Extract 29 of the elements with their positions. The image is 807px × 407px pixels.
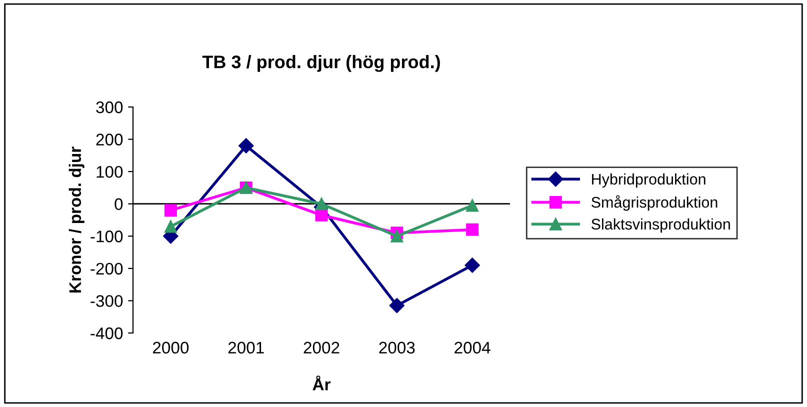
point [390, 230, 404, 242]
y-tick-label: 200 [96, 134, 123, 146]
y-tick-label: 0 [114, 198, 123, 210]
y-tick-label: 300 [96, 101, 123, 114]
x-tick-label: 2002 [304, 342, 340, 354]
point [466, 223, 479, 236]
point [315, 198, 328, 210]
x-tick-label: 2004 [454, 342, 490, 354]
legend-label: Hybridproduktion [592, 173, 706, 188]
point [389, 298, 404, 314]
y-tick-label: -200 [90, 262, 123, 275]
point [466, 199, 479, 212]
legend-label: Slaktsvinsproduktion [592, 218, 730, 233]
y-tick-label: -400 [90, 327, 123, 340]
point [164, 204, 177, 217]
legend-label: Smågrisproduktion [592, 195, 718, 211]
chart-title: TB 3 / prod. djur (hög prod.) [202, 55, 440, 72]
y-axis-title: Kronor / prod. djur [68, 146, 84, 292]
point [238, 138, 254, 154]
point [315, 208, 328, 222]
x-tick-label: 2001 [228, 342, 264, 354]
y-tick-label: -100 [90, 230, 123, 242]
x-tick-label: 2003 [379, 342, 415, 354]
y-tick-label: -300 [90, 295, 123, 307]
x-tick-label: 2000 [153, 342, 189, 354]
x-axis-title: År [312, 376, 331, 390]
point [464, 258, 480, 273]
point [164, 220, 177, 233]
y-tick-label: 100 [96, 166, 123, 178]
